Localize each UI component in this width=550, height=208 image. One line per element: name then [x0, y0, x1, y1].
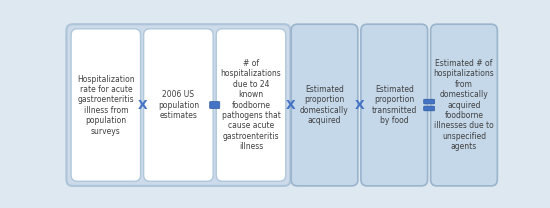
FancyBboxPatch shape — [144, 29, 213, 181]
FancyBboxPatch shape — [431, 24, 497, 186]
FancyBboxPatch shape — [216, 29, 286, 181]
Text: Estimated
proportion
transmitted
by food: Estimated proportion transmitted by food — [372, 85, 417, 125]
Text: X: X — [286, 99, 295, 111]
Text: Estimated
proportion
domestically
acquired: Estimated proportion domestically acquir… — [300, 85, 349, 125]
Text: Hospitalization
rate for acute
gastroenteritis
illness from
population
surveys: Hospitalization rate for acute gastroent… — [77, 74, 135, 136]
FancyBboxPatch shape — [291, 24, 358, 186]
FancyBboxPatch shape — [67, 24, 290, 186]
FancyBboxPatch shape — [424, 106, 434, 111]
FancyBboxPatch shape — [424, 99, 434, 104]
Text: X: X — [138, 99, 147, 111]
Text: X: X — [355, 99, 364, 111]
FancyBboxPatch shape — [71, 29, 141, 181]
Text: Estimated # of
hospitalizations
from
domestically
acquired
foodborne
illnesses d: Estimated # of hospitalizations from dom… — [433, 59, 494, 151]
Text: 2006 US
population
estimates: 2006 US population estimates — [158, 90, 199, 120]
Text: # of
hospitalizations
due to 24
known
foodborne
pathogens that
cause acute
gastr: # of hospitalizations due to 24 known fo… — [221, 59, 282, 151]
FancyBboxPatch shape — [361, 24, 427, 186]
FancyBboxPatch shape — [210, 102, 220, 109]
